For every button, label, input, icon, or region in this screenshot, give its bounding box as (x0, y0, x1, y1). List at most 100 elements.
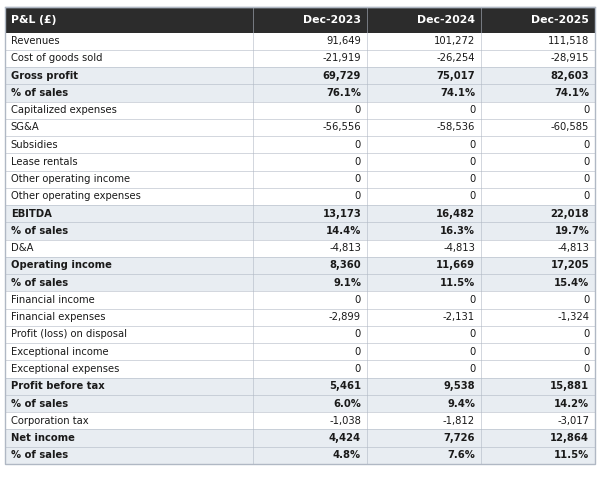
Text: 14.4%: 14.4% (326, 226, 361, 236)
Text: Cost of goods sold: Cost of goods sold (11, 53, 102, 64)
Text: Corporation tax: Corporation tax (11, 416, 88, 426)
Text: Revenues: Revenues (11, 36, 59, 46)
Text: Dec-2023: Dec-2023 (303, 15, 361, 25)
Text: Exceptional income: Exceptional income (11, 347, 109, 357)
Bar (5, 205, 595, 223)
Text: EBITDA: EBITDA (11, 208, 52, 219)
Text: Net income: Net income (11, 433, 74, 443)
Text: 15.4%: 15.4% (554, 278, 589, 288)
Bar (5, 430, 595, 447)
Text: 11.5%: 11.5% (440, 278, 475, 288)
Text: Other operating expenses: Other operating expenses (11, 191, 140, 202)
Text: Capitalized expenses: Capitalized expenses (11, 105, 116, 115)
Text: Profit before tax: Profit before tax (11, 381, 104, 391)
Text: 74.1%: 74.1% (440, 88, 475, 98)
Text: 19.7%: 19.7% (554, 226, 589, 236)
Bar (5, 395, 595, 412)
Bar (5, 188, 595, 205)
Text: 0: 0 (355, 347, 361, 357)
Text: 0: 0 (583, 157, 589, 167)
Text: 0: 0 (469, 139, 475, 150)
Text: 0: 0 (583, 330, 589, 340)
Text: 69,729: 69,729 (323, 70, 361, 81)
Bar (5, 292, 595, 309)
Text: % of sales: % of sales (11, 226, 68, 236)
Text: 16,482: 16,482 (436, 208, 475, 219)
Text: % of sales: % of sales (11, 450, 68, 460)
Text: 16.3%: 16.3% (440, 226, 475, 236)
Text: 0: 0 (583, 191, 589, 202)
Text: 111,518: 111,518 (548, 36, 589, 46)
Text: 0: 0 (469, 174, 475, 184)
Text: 74.1%: 74.1% (554, 88, 589, 98)
Text: 0: 0 (469, 157, 475, 167)
Text: -21,919: -21,919 (322, 53, 361, 64)
Bar (5, 85, 595, 102)
Text: 0: 0 (469, 364, 475, 374)
Bar (5, 136, 595, 154)
Bar (5, 119, 595, 136)
Text: 12,864: 12,864 (550, 433, 589, 443)
Text: P&L (£): P&L (£) (11, 15, 56, 25)
Text: 0: 0 (583, 139, 589, 150)
Text: 9.1%: 9.1% (333, 278, 361, 288)
Bar (5, 447, 595, 464)
Text: -58,536: -58,536 (437, 122, 475, 133)
Text: -1,038: -1,038 (329, 416, 361, 426)
Text: 0: 0 (469, 347, 475, 357)
Text: 13,173: 13,173 (322, 208, 361, 219)
Text: 4.8%: 4.8% (333, 450, 361, 460)
Text: Subsidies: Subsidies (11, 139, 58, 150)
Text: 11.5%: 11.5% (554, 450, 589, 460)
Text: -28,915: -28,915 (551, 53, 589, 64)
Text: 91,649: 91,649 (326, 36, 361, 46)
Text: -26,254: -26,254 (437, 53, 475, 64)
Text: -2,899: -2,899 (329, 312, 361, 322)
Text: 0: 0 (355, 364, 361, 374)
Text: 0: 0 (355, 174, 361, 184)
Bar (5, 361, 595, 378)
Text: 0: 0 (469, 330, 475, 340)
Text: 11,669: 11,669 (436, 260, 475, 271)
Text: -1,812: -1,812 (443, 416, 475, 426)
Bar (5, 378, 595, 395)
Text: -4,813: -4,813 (557, 243, 589, 253)
Text: 9,538: 9,538 (443, 381, 475, 391)
Text: 22,018: 22,018 (551, 208, 589, 219)
Text: 0: 0 (583, 105, 589, 115)
Text: SG&A: SG&A (11, 122, 40, 133)
Text: 15,881: 15,881 (550, 381, 589, 391)
Text: 75,017: 75,017 (437, 70, 475, 81)
Text: 0: 0 (583, 295, 589, 305)
Text: Dec-2025: Dec-2025 (532, 15, 589, 25)
Text: % of sales: % of sales (11, 278, 68, 288)
Text: 5,461: 5,461 (329, 381, 361, 391)
Text: 7.6%: 7.6% (447, 450, 475, 460)
Bar (5, 412, 595, 430)
Text: 0: 0 (469, 105, 475, 115)
Text: -1,324: -1,324 (557, 312, 589, 322)
Bar (5, 257, 595, 274)
Bar (5, 343, 595, 361)
Text: -4,813: -4,813 (443, 243, 475, 253)
Text: 101,272: 101,272 (434, 36, 475, 46)
Bar (5, 274, 595, 292)
Text: Profit (loss) on disposal: Profit (loss) on disposal (11, 330, 127, 340)
Bar (5, 223, 595, 240)
Text: 0: 0 (583, 174, 589, 184)
Text: Dec-2024: Dec-2024 (417, 15, 475, 25)
Bar (5, 171, 595, 188)
Text: 8,360: 8,360 (329, 260, 361, 271)
Text: 76.1%: 76.1% (326, 88, 361, 98)
Text: 0: 0 (355, 295, 361, 305)
Bar (5, 154, 595, 171)
Text: 14.2%: 14.2% (554, 399, 589, 409)
Text: % of sales: % of sales (11, 88, 68, 98)
Text: 0: 0 (355, 105, 361, 115)
Text: Financial income: Financial income (11, 295, 95, 305)
Text: -2,131: -2,131 (443, 312, 475, 322)
Text: Exceptional expenses: Exceptional expenses (11, 364, 119, 374)
Text: 0: 0 (355, 139, 361, 150)
Bar (5, 7, 595, 33)
Bar (5, 67, 595, 85)
